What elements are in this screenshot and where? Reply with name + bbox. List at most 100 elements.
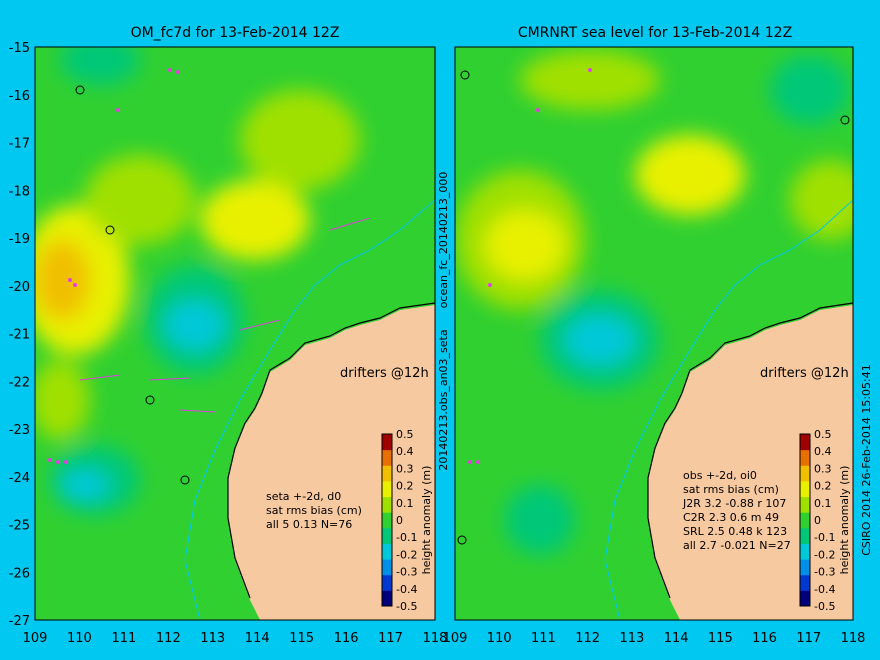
colorbar-swatch bbox=[382, 465, 392, 482]
y-tick-label: -21 bbox=[9, 328, 30, 343]
drifter-marker bbox=[488, 283, 492, 287]
x-tick-label: 112 bbox=[575, 631, 600, 646]
left-stats-line: seta +-2d, d0 bbox=[266, 490, 341, 503]
left-drifters-label: drifters @12h bbox=[340, 366, 429, 381]
drifter-marker bbox=[56, 460, 60, 464]
left-anomaly-blobs bbox=[35, 47, 360, 515]
colorbar-swatch bbox=[800, 465, 810, 482]
colorbar-tick-label: 0.4 bbox=[814, 445, 832, 458]
y-tick-label: -23 bbox=[9, 423, 30, 438]
y-tick-label: -20 bbox=[9, 280, 30, 295]
colorbar-swatch bbox=[800, 449, 810, 466]
colorbar-tick-label: -0.4 bbox=[396, 583, 417, 596]
right-colorbar: 0.5 0.4 0.3 0.2 0.1 0 -0.1 -0.2 -0.3 -0.4 -0.5 heig… bbox=[799, 428, 851, 613]
left-y-axis: -15 -16 -17 -18 -19 -20 -21 -22 -23 -24 -25 -26 -27 bbox=[9, 41, 30, 629]
colorbar-tick-label: -0.1 bbox=[396, 531, 417, 544]
colorbar-swatch bbox=[800, 434, 810, 451]
x-tick-label: 116 bbox=[752, 631, 777, 646]
left-frame bbox=[34, 46, 436, 621]
y-tick-label: -18 bbox=[9, 184, 30, 199]
colorbar-tick-label: 0 bbox=[814, 514, 821, 527]
drifter-marker bbox=[476, 460, 480, 464]
x-tick-label: 110 bbox=[487, 631, 512, 646]
y-tick-label: -15 bbox=[9, 41, 30, 56]
drift-vector bbox=[79, 374, 121, 381]
obs-marker bbox=[180, 475, 190, 485]
obs-marker bbox=[457, 535, 467, 545]
colorbar-frame bbox=[381, 433, 393, 607]
drifter-marker bbox=[588, 68, 592, 72]
x-tick-label: 111 bbox=[531, 631, 556, 646]
x-tick-label: 111 bbox=[111, 631, 136, 646]
x-tick-label: 109 bbox=[443, 631, 468, 646]
right-stats-line: obs +-2d, oi0 bbox=[683, 469, 757, 482]
left-x-axis: 109 110 111 112 113 114 115 116 117 118 bbox=[23, 631, 448, 646]
colorbar-tick-label: -0.3 bbox=[814, 566, 835, 579]
forecast-file-label: ocean_fc_20140213_000 bbox=[437, 172, 450, 309]
drifter-marker bbox=[468, 460, 472, 464]
obs-marker bbox=[840, 115, 850, 125]
colorbar-tick-label: -0.2 bbox=[814, 548, 835, 561]
credit-timestamp-label: CSIRO 2014 26-Feb-2014 15:05:41 bbox=[860, 364, 873, 556]
colorbar-tick-label: -0.3 bbox=[396, 566, 417, 579]
colorbar-tick-label: 0.1 bbox=[396, 497, 414, 510]
colorbar-swatch bbox=[382, 512, 392, 529]
y-tick-label: -22 bbox=[9, 375, 30, 390]
right-anomaly-blobs bbox=[455, 50, 853, 555]
right-frame bbox=[454, 46, 854, 621]
right-map-panel: CMRNRT sea level for 13-Feb-2014 12Z bbox=[454, 25, 854, 621]
right-isobath bbox=[604, 199, 853, 620]
colorbar-swatch bbox=[800, 480, 810, 498]
obs-marker bbox=[105, 225, 115, 235]
x-tick-label: 118 bbox=[423, 631, 448, 646]
colorbar-swatch bbox=[800, 559, 810, 576]
colorbar-tick-label: 0.5 bbox=[396, 428, 414, 441]
left-stats-line: sat rms bias (cm) bbox=[266, 504, 362, 517]
right-drifters-label: drifters @12h bbox=[760, 366, 849, 381]
x-tick-label: 112 bbox=[156, 631, 181, 646]
drift-vector bbox=[239, 319, 281, 331]
colorbar-tick-label: -0.2 bbox=[396, 548, 417, 561]
colorbar-tick-label: 0.2 bbox=[814, 480, 832, 493]
y-tick-label: -16 bbox=[9, 89, 30, 104]
left-isobath bbox=[184, 199, 435, 620]
colorbar-swatch bbox=[800, 512, 810, 529]
colorbar-tick-label: 0.5 bbox=[814, 428, 832, 441]
left-colorbar: 0.5 0.4 0.3 0.2 0.1 0 -0.1 -0.2 -0.3 -0.4 -0.5 heig… bbox=[381, 428, 433, 613]
colorbar-tick-label: 0.2 bbox=[396, 480, 414, 493]
y-tick-label: -25 bbox=[9, 519, 30, 534]
right-stats-line: sat rms bias (cm) bbox=[683, 483, 779, 496]
obs-marker bbox=[460, 70, 470, 80]
drifter-marker bbox=[116, 108, 120, 112]
right-stats-line: C2R 2.3 0.6 m 49 bbox=[683, 511, 779, 524]
colorbar-swatch bbox=[382, 590, 392, 607]
colorbar-swatch bbox=[800, 496, 810, 513]
colorbar-tick-label: -0.5 bbox=[396, 600, 417, 613]
colorbar-tick-label: 0 bbox=[396, 514, 403, 527]
x-tick-label: 113 bbox=[619, 631, 644, 646]
x-tick-label: 114 bbox=[245, 631, 270, 646]
colorbar-swatch bbox=[800, 590, 810, 607]
colorbar-swatch bbox=[382, 496, 392, 513]
obs-marker bbox=[75, 85, 85, 95]
x-tick-label: 116 bbox=[334, 631, 359, 646]
x-tick-label: 113 bbox=[200, 631, 225, 646]
x-tick-label: 115 bbox=[289, 631, 314, 646]
x-tick-label: 117 bbox=[796, 631, 821, 646]
drifter-marker bbox=[64, 460, 68, 464]
colorbar-swatch bbox=[382, 527, 392, 544]
right-stats-line: all 2.7 -0.021 N=27 bbox=[683, 539, 791, 552]
right-stats-line: SRL 2.5 0.48 k 123 bbox=[683, 525, 787, 538]
x-tick-label: 114 bbox=[664, 631, 689, 646]
y-tick-label: -19 bbox=[9, 232, 30, 247]
left-panel-title: OM_fc7d for 13-Feb-2014 12Z bbox=[131, 25, 340, 41]
drifter-marker bbox=[68, 278, 72, 282]
left-coastline bbox=[227, 302, 435, 599]
colorbar-tick-label: 0.1 bbox=[814, 497, 832, 510]
y-tick-label: -26 bbox=[9, 566, 30, 581]
colorbar-swatch bbox=[382, 543, 392, 560]
drifter-marker bbox=[73, 283, 77, 287]
right-coastline bbox=[647, 302, 853, 599]
colorbar-swatch bbox=[382, 480, 392, 498]
